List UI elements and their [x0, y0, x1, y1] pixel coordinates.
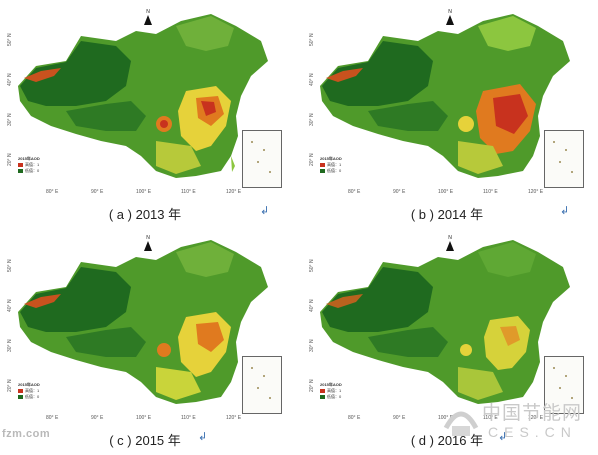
lon-label: 110° E	[483, 415, 498, 421]
lon-label: 120° E	[528, 415, 544, 421]
lon-label: 100° E	[438, 415, 454, 421]
map-legend: 2015年AOD 高值：1 低值：0	[18, 156, 40, 173]
lon-label: 120° E	[226, 189, 242, 195]
map-graphic	[18, 240, 268, 404]
china-aod-map: 50° N 40° N 30° N 20° N 80° E 90° E 100°…	[308, 6, 588, 196]
watermark-left: fzm.com	[2, 428, 51, 440]
map-panel-c: 50° N 40° N 30° N 20° N 80° E 90° E 100°…	[0, 226, 290, 448]
lon-label: 80° E	[46, 415, 59, 421]
lat-label: 50° N	[7, 259, 13, 272]
lon-label: 110° E	[181, 415, 196, 421]
watermark-right: 中国节能网 CES.CN	[438, 394, 596, 452]
lon-label: 120° E	[528, 189, 544, 195]
lat-label: 40° N	[7, 299, 13, 312]
map-panel-b: 50° N 40° N 30° N 20° N 80° E 90° E 100°…	[302, 0, 592, 222]
lon-label: 100° E	[136, 189, 152, 195]
return-mark-icon: ↲	[498, 431, 508, 443]
lon-label: 90° E	[91, 415, 104, 421]
china-aod-map: 50° N 40° N 30° N 20° N 80° E 90° E 100°…	[6, 232, 286, 422]
map-legend: 2015年AOD 高值：1 低值：0	[320, 156, 342, 173]
north-arrow-icon: N	[444, 236, 456, 251]
lat-label: 50° N	[309, 33, 315, 46]
lat-label: 20° N	[309, 153, 315, 166]
panel-caption: ( c ) 2015 年	[109, 433, 181, 448]
lon-label: 120° E	[226, 415, 242, 421]
watermark-domain: CES.CN	[488, 424, 577, 440]
lon-label: 80° E	[348, 415, 361, 421]
map-panel-d: 50° N 40° N 30° N 20° N 80° E 90° E 100°…	[302, 226, 592, 448]
lon-label: 80° E	[46, 189, 59, 195]
return-mark-icon: ↲	[198, 431, 208, 443]
lon-label: 80° E	[348, 189, 361, 195]
south-china-sea-inset	[544, 130, 584, 188]
map-graphic	[320, 240, 570, 404]
lat-label: 20° N	[309, 379, 315, 392]
lon-label: 90° E	[393, 189, 406, 195]
lon-label: 100° E	[438, 189, 454, 195]
south-china-sea-inset	[544, 356, 584, 414]
lon-label: 90° E	[91, 189, 104, 195]
panel-caption: ( b ) 2014 年	[410, 207, 484, 222]
panel-caption: ( d ) 2016 年	[410, 433, 484, 448]
lat-label: 20° N	[7, 379, 13, 392]
lat-label: 30° N	[7, 339, 13, 352]
china-aod-map: 50° N 40° N 30° N 20° N 80° E 90° E 100°…	[6, 6, 286, 196]
north-arrow-icon: N	[142, 236, 154, 251]
return-mark-icon: ↲	[260, 205, 270, 217]
lat-label: 50° N	[309, 259, 315, 272]
map-legend: 2015年AOD 高值：1 低值：0	[320, 382, 342, 399]
map-graphic	[320, 14, 570, 178]
china-aod-map: 50° N 40° N 30° N 20° N 80° E 90° E 100°…	[308, 232, 588, 422]
map-graphic	[18, 14, 268, 178]
logo-icon	[443, 411, 479, 436]
lat-label: 40° N	[7, 73, 13, 86]
lat-label: 50° N	[7, 33, 13, 46]
south-china-sea-inset	[242, 356, 282, 414]
lat-label: 20° N	[7, 153, 13, 166]
map-panel-a: 50° N 40° N 30° N 20° N 80° E 90° E 100°…	[0, 0, 290, 222]
north-arrow-icon: N	[142, 10, 154, 25]
map-legend: 2015年AOD 高值：1 低值：0	[18, 382, 40, 399]
watermark-cn: 中国节能网	[482, 403, 583, 424]
south-china-sea-inset	[242, 130, 282, 188]
north-arrow-icon: N	[444, 10, 456, 25]
lat-label: 30° N	[309, 113, 315, 126]
lat-label: 30° N	[7, 113, 13, 126]
panel-caption: ( a ) 2013 年	[108, 207, 182, 222]
lon-label: 100° E	[136, 415, 152, 421]
lat-label: 30° N	[309, 339, 315, 352]
lon-label: 110° E	[181, 189, 196, 195]
lat-label: 40° N	[309, 73, 315, 86]
lat-label: 40° N	[309, 299, 315, 312]
return-mark-icon: ↲	[560, 205, 570, 217]
lon-label: 90° E	[393, 415, 406, 421]
lon-label: 110° E	[483, 189, 498, 195]
